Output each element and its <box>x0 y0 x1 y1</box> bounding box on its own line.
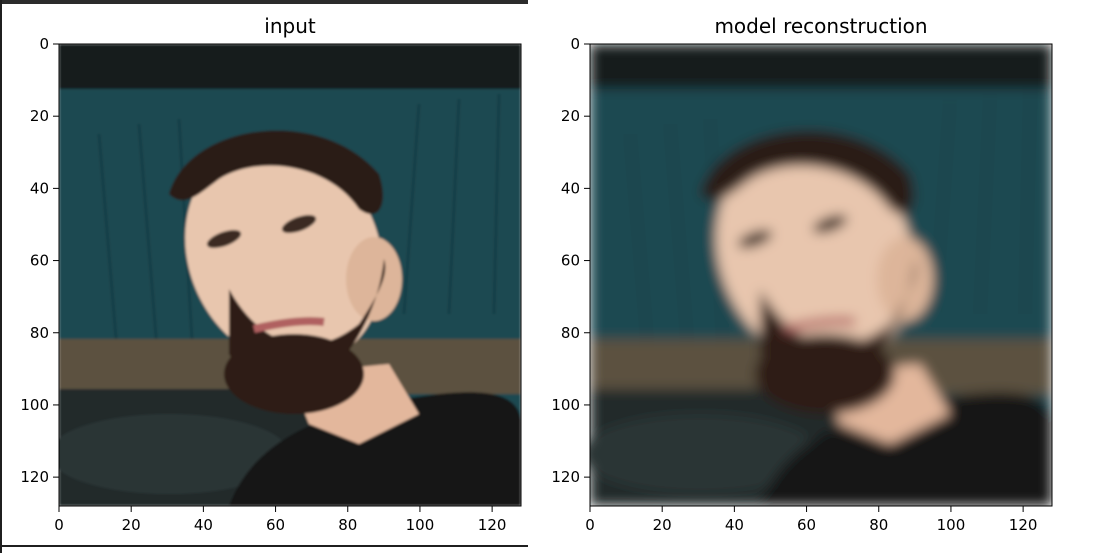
input-xtick-label: 0 <box>54 516 64 534</box>
input-xtick-label: 40 <box>194 516 213 534</box>
chart-title-model-reconstruction: model reconstruction <box>714 14 927 38</box>
frame-bottom-edge <box>0 545 528 547</box>
reconstruction-xtick-label: 100 <box>937 516 966 534</box>
input-ytick-label: 20 <box>30 107 49 125</box>
reconstruction-ytick-label: 100 <box>551 396 580 414</box>
input-xtick-label: 60 <box>266 516 285 534</box>
input-ytick-label: 0 <box>39 35 49 53</box>
input-ytick-label: 60 <box>30 252 49 270</box>
reconstruction-xtick-label: 0 <box>585 516 595 534</box>
chart-model-reconstruction: model reconstruction 0 20 40 60 80 100 120 0 20 4… <box>551 14 1053 534</box>
reconstruction-image <box>580 44 1052 506</box>
reconstruction-xtick-label: 80 <box>869 516 888 534</box>
chart-title-input: input <box>264 14 316 38</box>
input-axes-frame <box>58 43 522 507</box>
reconstruction-ytick-label: 20 <box>561 107 580 125</box>
window-top-bar <box>0 0 528 4</box>
input-ytick-label: 100 <box>20 396 49 414</box>
reconstruction-ytick-label: 120 <box>551 468 580 486</box>
input-ytick-label: 40 <box>30 179 49 197</box>
input-xtick-label: 100 <box>406 516 435 534</box>
reconstruction-ytick-label: 40 <box>561 179 580 197</box>
reconstruction-ytick-label: 0 <box>570 35 580 53</box>
input-image <box>49 44 521 506</box>
input-ytick-label: 80 <box>30 324 49 342</box>
reconstruction-xtick-label: 40 <box>725 516 744 534</box>
input-xtick-label: 120 <box>478 516 507 534</box>
reconstruction-xtick-label: 60 <box>797 516 816 534</box>
input-ytick-label: 120 <box>20 468 49 486</box>
reconstruction-ytick-label: 60 <box>561 252 580 270</box>
input-xtick-label: 80 <box>338 516 357 534</box>
frame-left-edge <box>0 0 2 553</box>
input-xtick-label: 20 <box>122 516 141 534</box>
reconstruction-xtick-label: 20 <box>653 516 672 534</box>
reconstruction-axes-frame <box>589 43 1053 507</box>
chart-input: input 0 20 40 60 80 100 120 0 20 40 60 80 100 120 <box>20 14 522 534</box>
reconstruction-ticks: 0 20 40 60 80 100 120 0 20 40 60 80 100 120 <box>551 35 1037 534</box>
reconstruction-ytick-label: 80 <box>561 324 580 342</box>
input-ticks: 0 20 40 60 80 100 120 0 20 40 60 80 100 120 <box>20 35 506 534</box>
reconstruction-xtick-label: 120 <box>1009 516 1038 534</box>
